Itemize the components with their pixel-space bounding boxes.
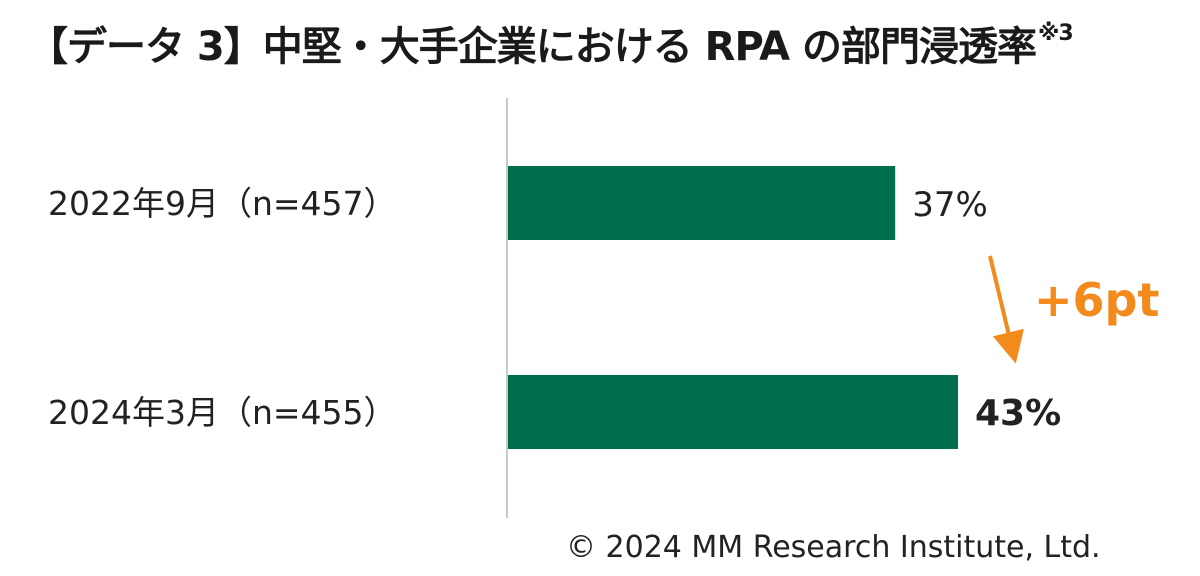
data-label: 43% bbox=[975, 393, 1061, 434]
bar bbox=[508, 375, 958, 449]
copyright-text: © 2024 MM Research Institute, Ltd. bbox=[566, 530, 1101, 565]
chart-title: 【データ 3】中堅・大手企業における RPA の部門浸透率※3 bbox=[28, 14, 1074, 72]
change-arrow bbox=[988, 255, 1024, 364]
category-label: 2022年9月（n=457） bbox=[48, 184, 397, 223]
chart-title-text: 【データ 3】中堅・大手企業における RPA の部門浸透率 bbox=[28, 24, 1037, 70]
title-footnote-mark: ※3 bbox=[1038, 20, 1074, 46]
change-annotation: +6pt bbox=[1034, 273, 1159, 327]
bar bbox=[508, 166, 896, 240]
category-label: 2024年3月（n=455） bbox=[48, 393, 397, 432]
data-label: 37% bbox=[912, 185, 988, 225]
